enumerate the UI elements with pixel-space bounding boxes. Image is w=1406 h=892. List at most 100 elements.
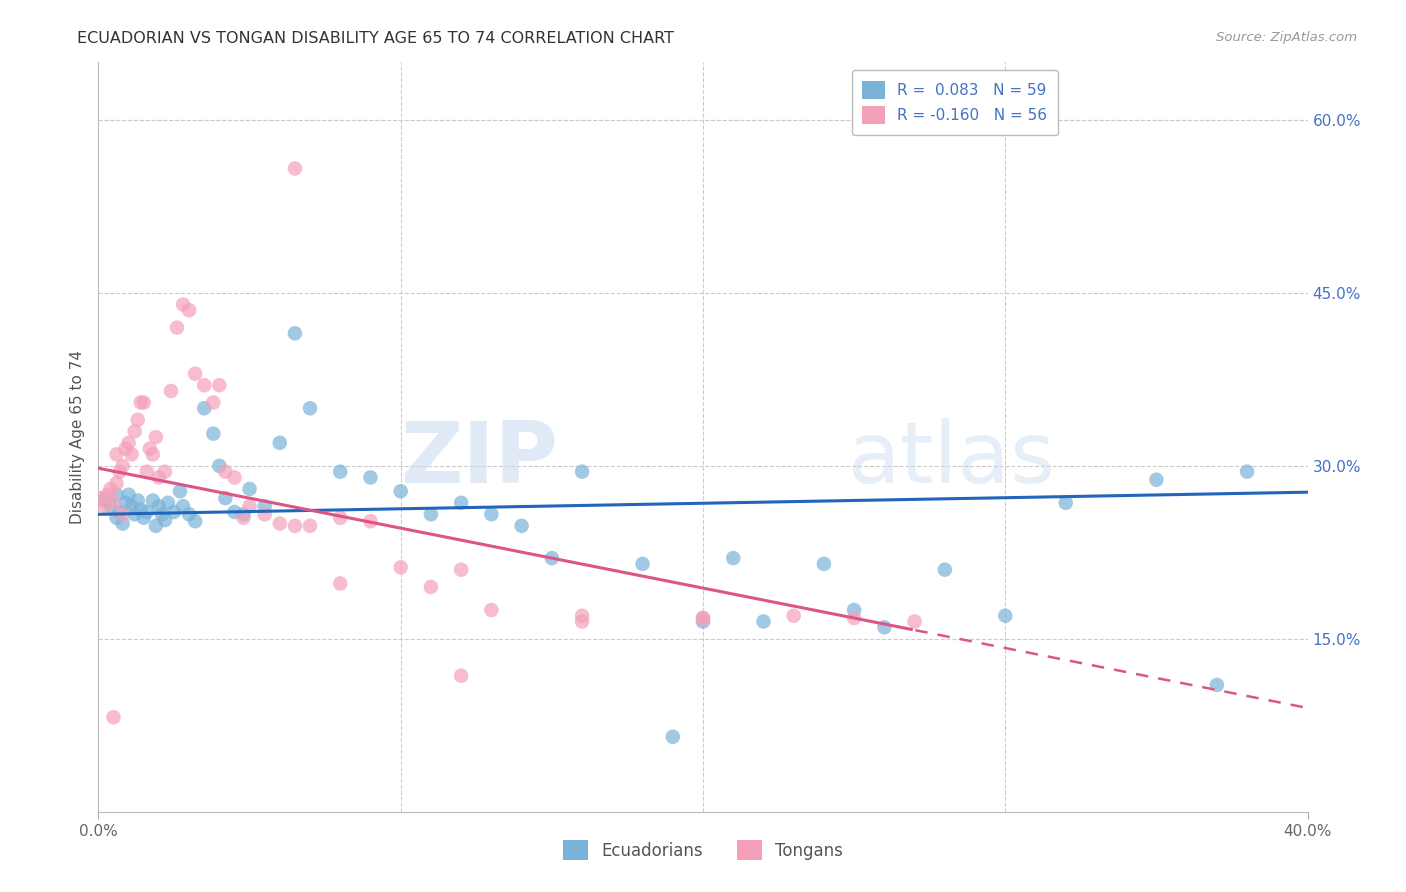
Point [96, 488, 118, 502]
Point [172, 297, 194, 311]
Point [571, 615, 593, 629]
Point [127, 413, 149, 427]
Point [994, 608, 1017, 623]
Point [253, 500, 276, 514]
Point [752, 615, 775, 629]
Point [904, 615, 927, 629]
Point [571, 608, 593, 623]
Point [93, 500, 115, 514]
Point [692, 611, 714, 625]
Point [299, 519, 322, 533]
Point [156, 496, 179, 510]
Point [253, 508, 276, 522]
Point [150, 508, 173, 522]
Point [214, 465, 236, 479]
Point [124, 425, 146, 439]
Point [329, 510, 352, 524]
Point [111, 458, 134, 473]
Point [873, 620, 896, 634]
Point [118, 488, 141, 502]
Point [1144, 473, 1167, 487]
Point [129, 502, 152, 516]
Point [103, 710, 125, 724]
Point [179, 508, 201, 522]
Point [118, 435, 141, 450]
Point [329, 576, 352, 591]
Point [1236, 465, 1258, 479]
Point [692, 611, 714, 625]
Point [121, 447, 143, 461]
Point [844, 603, 866, 617]
Point [284, 326, 307, 341]
Point [142, 447, 165, 461]
Point [420, 580, 443, 594]
Point [844, 611, 866, 625]
Point [450, 669, 472, 683]
Point [208, 378, 231, 392]
Point [934, 563, 956, 577]
Point [450, 496, 472, 510]
Point [153, 513, 176, 527]
Point [1054, 496, 1077, 510]
Point [169, 484, 191, 499]
Point [299, 401, 322, 416]
Point [145, 519, 167, 533]
Point [692, 615, 714, 629]
Point [783, 608, 806, 623]
Point [481, 603, 503, 617]
Point [1206, 678, 1229, 692]
Point [214, 491, 236, 505]
Point [208, 458, 231, 473]
Point [100, 482, 122, 496]
Point [224, 505, 246, 519]
Point [723, 551, 745, 566]
Point [121, 500, 143, 514]
Point [224, 470, 246, 484]
Point [481, 508, 503, 522]
Point [360, 470, 382, 484]
Point [269, 435, 291, 450]
Point [103, 496, 125, 510]
Point [284, 161, 307, 176]
Point [202, 395, 225, 409]
Point [105, 476, 128, 491]
Point [111, 516, 134, 531]
Point [105, 510, 128, 524]
Point [135, 465, 157, 479]
Point [139, 442, 162, 456]
Point [142, 493, 165, 508]
Point [114, 442, 136, 456]
Point [813, 557, 835, 571]
Point [111, 508, 134, 522]
Point [127, 493, 149, 508]
Point [571, 465, 593, 479]
Point [179, 303, 201, 318]
Point [100, 500, 122, 514]
Text: atlas: atlas [848, 418, 1056, 501]
Point [202, 426, 225, 441]
Point [269, 516, 291, 531]
Point [132, 510, 155, 524]
Point [329, 465, 352, 479]
Point [132, 395, 155, 409]
Point [153, 465, 176, 479]
Point [540, 551, 562, 566]
Point [184, 514, 207, 528]
Point [389, 560, 412, 574]
Point [661, 730, 683, 744]
Legend: R =  0.083   N = 59, R = -0.160   N = 56: R = 0.083 N = 59, R = -0.160 N = 56 [852, 70, 1059, 135]
Point [148, 470, 170, 484]
Point [148, 500, 170, 514]
Point [172, 500, 194, 514]
Point [160, 384, 183, 398]
Point [135, 505, 157, 519]
Point [108, 465, 131, 479]
Point [389, 484, 412, 499]
Text: ZIP: ZIP [401, 418, 558, 501]
Point [93, 493, 115, 508]
Point [184, 367, 207, 381]
Point [90, 491, 112, 505]
Point [420, 508, 443, 522]
Point [105, 488, 128, 502]
Point [108, 505, 131, 519]
